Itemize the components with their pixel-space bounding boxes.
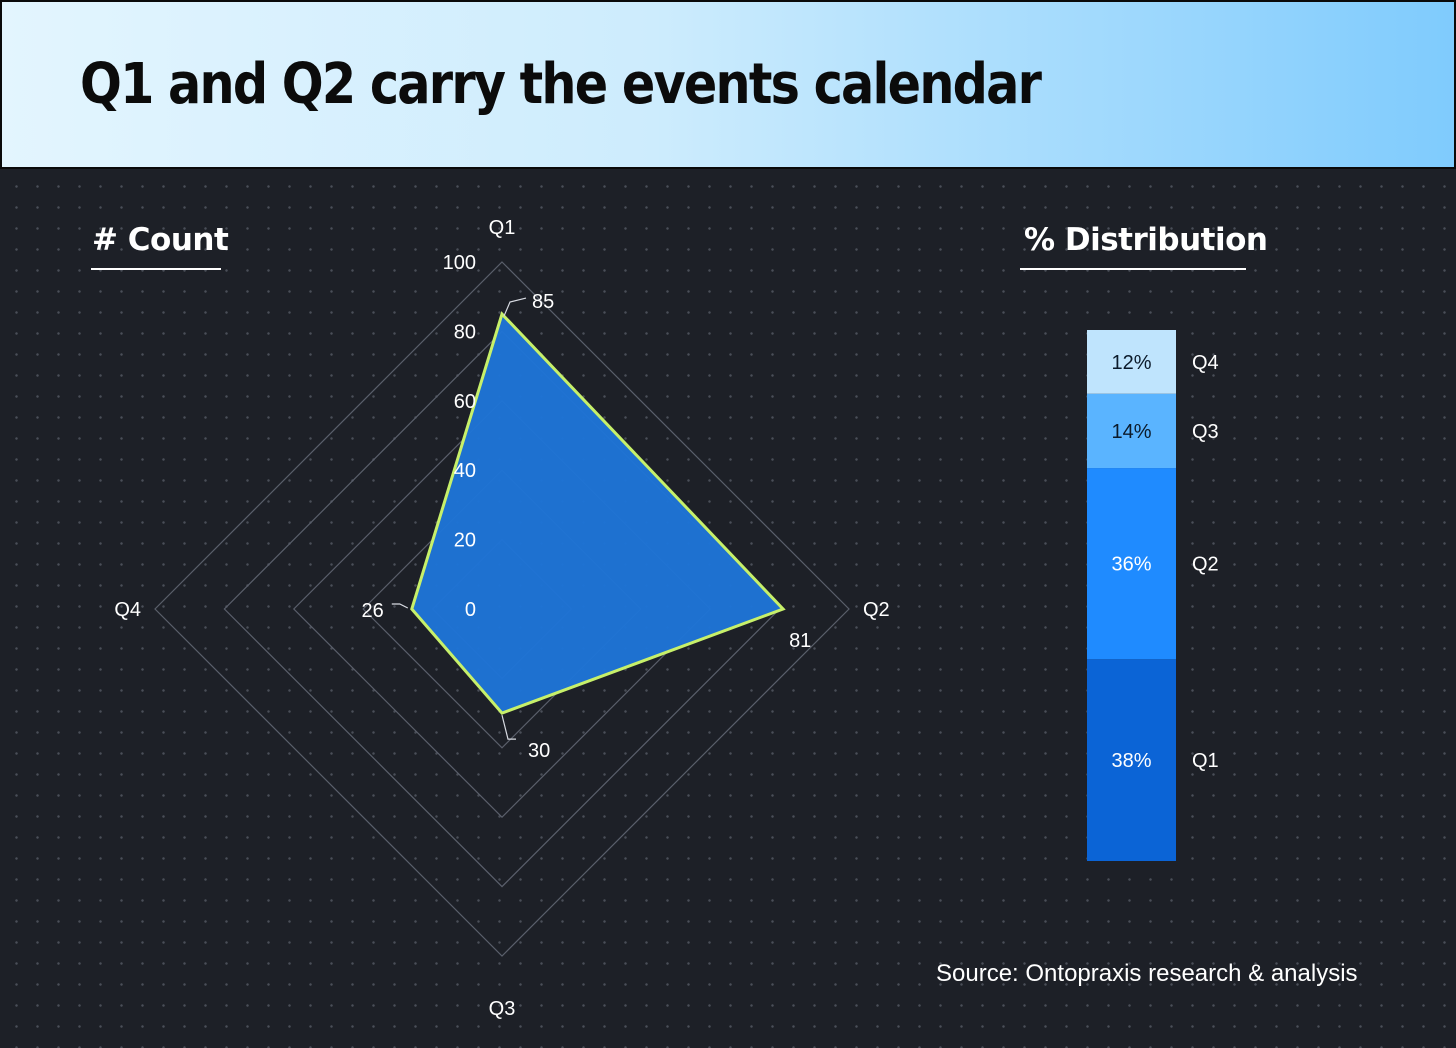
distribution-value-label: 36%	[1111, 554, 1151, 576]
radar-value-leader	[391, 603, 409, 609]
distribution-segment-q3	[1087, 393, 1176, 469]
radar-tick-label: 100	[443, 252, 476, 274]
distribution-value-label: 14%	[1111, 421, 1151, 443]
distribution-section-title: % Distribution	[1024, 222, 1268, 258]
count-title-underline	[91, 268, 221, 270]
radar-category-label: Q4	[114, 599, 141, 621]
radar-value-leader	[501, 714, 516, 740]
distribution-value-label: 38%	[1111, 750, 1151, 772]
radar-category-label: Q1	[489, 217, 516, 239]
header-banner: Q1 and Q2 carry the events calendar	[0, 0, 1456, 169]
distribution-value-label: 12%	[1111, 352, 1151, 374]
distribution-title-underline	[1020, 268, 1246, 270]
distribution-segment-q2	[1087, 468, 1176, 660]
source-note: Source: Ontopraxis research & analysis	[936, 960, 1358, 987]
radar-category-label: Q2	[863, 599, 890, 621]
radar-value-leader	[503, 297, 527, 317]
radar-value-label: 26	[362, 600, 384, 622]
page-title: Q1 and Q2 carry the events calendar	[80, 52, 1042, 117]
radar-value-label: 81	[789, 630, 811, 652]
radar-tick-label: 0	[465, 599, 476, 621]
distribution-segment-q1	[1087, 659, 1176, 861]
distribution-category-label: Q1	[1192, 750, 1219, 772]
distribution-category-label: Q4	[1192, 352, 1219, 374]
distribution-category-label: Q3	[1192, 421, 1219, 443]
radar-value-label: 85	[532, 291, 554, 313]
radar-chart: 0 20 40 60 80 100 Q1 Q2 Q3 Q4 85 81 30 26	[114, 217, 889, 1020]
count-section-title: # Count	[92, 222, 229, 258]
radar-tick-label: 80	[454, 321, 476, 343]
radar-grid-ring	[154, 261, 850, 957]
radar-category-label: Q3	[489, 998, 516, 1020]
radar-tick-label: 40	[454, 460, 476, 482]
distribution-category-label: Q2	[1192, 554, 1219, 576]
radar-value-label: 30	[528, 740, 550, 762]
distribution-segment-q4	[1087, 330, 1176, 394]
radar-tick-label: 20	[454, 530, 476, 552]
distribution-bar-chart: 38% Q1 36% Q2 14% Q3 12% Q4	[1087, 330, 1219, 861]
radar-tick-label: 60	[454, 391, 476, 413]
radar-data-polygon	[410, 311, 786, 715]
